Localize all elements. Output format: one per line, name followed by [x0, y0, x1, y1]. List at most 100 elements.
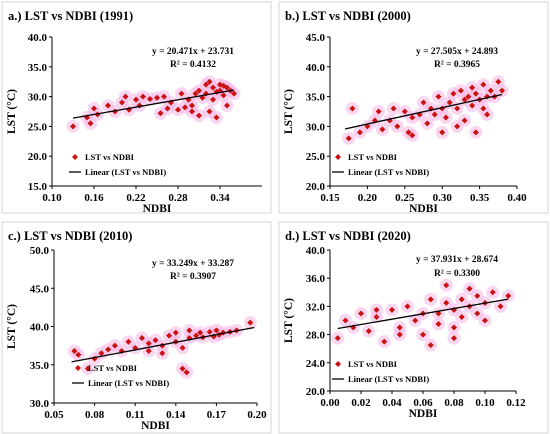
- data-point: [389, 306, 395, 313]
- y-tick-label: 40.0: [306, 62, 326, 74]
- data-point: [206, 78, 213, 85]
- legend-label-trend: Linear (LST vs NDBI): [348, 374, 429, 384]
- r-squared: R² = 0.3300: [434, 269, 480, 279]
- data-point: [197, 329, 204, 336]
- data-point: [334, 335, 341, 342]
- data-point: [469, 84, 476, 91]
- data-point: [111, 342, 118, 349]
- y-tick-label: 30.0: [30, 398, 50, 410]
- x-tick-label: 0.20: [358, 192, 378, 204]
- data-point: [105, 346, 112, 353]
- x-tick-label: 0.00: [320, 397, 340, 409]
- data-point: [119, 99, 125, 106]
- x-tick-label: 0.12: [506, 397, 526, 409]
- data-point: [435, 93, 442, 100]
- data-point: [147, 95, 153, 102]
- data-point: [379, 126, 386, 133]
- y-tick-label: 25.0: [306, 151, 326, 163]
- legend-label-trend: Linear (LST vs NDBI): [88, 378, 169, 388]
- x-tick-label: 0.02: [351, 397, 371, 409]
- data-point: [345, 135, 352, 142]
- data-point: [125, 338, 132, 345]
- x-tick-label: 0.14: [166, 409, 186, 421]
- data-point: [159, 350, 166, 357]
- data-point: [122, 93, 129, 100]
- data-point: [404, 303, 411, 310]
- y-axis-title: LST (°C): [6, 304, 18, 349]
- x-axis-title: NDBI: [141, 420, 170, 432]
- x-tick-label: 0.35: [470, 192, 490, 204]
- data-point: [461, 117, 468, 124]
- regression-equation: y = 37.931x + 28.674: [416, 255, 498, 265]
- y-tick-label: 40.0: [306, 245, 326, 257]
- trend-line: [337, 298, 509, 330]
- data-point: [75, 351, 82, 358]
- legend-marker: [335, 154, 341, 160]
- data-point: [480, 105, 487, 112]
- x-tick-label: 0.08: [444, 397, 464, 409]
- regression-equation: y = 20.471x + 23.731: [152, 47, 234, 57]
- data-point: [342, 317, 349, 324]
- data-point: [401, 108, 408, 115]
- y-tick-label: 45.0: [30, 283, 50, 295]
- chart-panel-1: a.) LST vs NDBI (1991) 15.0 20.0 25.0 30.0 35…: [1, 1, 272, 215]
- y-tick-label: 30.0: [28, 92, 48, 104]
- data-point: [484, 111, 491, 118]
- data-point: [356, 129, 363, 136]
- chart-panel-2: b.) LST vs NDBI (2000) 20.0 25.0 30.0 35.0 40…: [278, 1, 549, 215]
- data-point: [495, 78, 502, 85]
- data-point: [213, 327, 220, 334]
- legend: LST vs NDBI Linear (LST vs NDBI): [332, 152, 429, 177]
- data-point: [469, 102, 476, 109]
- data-point: [446, 99, 453, 106]
- panel-frame: [278, 1, 549, 214]
- chart-panel-3: c.) LST vs NDBI (2010) 30.0 35.0 40.0 45.0 50…: [1, 221, 272, 434]
- panel-title: b.) LST vs NDBI (2000): [285, 9, 411, 23]
- data-point: [443, 299, 450, 306]
- data-point: [499, 87, 506, 94]
- legend-marker: [335, 361, 341, 367]
- data-point: [443, 282, 450, 289]
- data-point: [206, 328, 213, 335]
- data-point: [349, 105, 356, 112]
- y-tick-label: 35.0: [30, 360, 50, 372]
- y-tick-label: 30.0: [306, 121, 326, 133]
- regression-equation: y = 27.505x + 24.893: [416, 47, 498, 57]
- data-point: [420, 99, 427, 106]
- panel-title: a.) LST vs NDBI (1991): [8, 9, 133, 23]
- x-tick-label: 0.30: [433, 192, 453, 204]
- data-point: [457, 87, 464, 94]
- legend-label-trend: Linear (LST vs NDBI): [348, 167, 429, 177]
- r-squared: R² = 0.3965: [434, 60, 480, 70]
- legend-label-points: LST vs NDBI: [348, 359, 398, 369]
- data-point: [182, 104, 188, 111]
- panel-title: c.) LST vs NDBI (2010): [8, 229, 132, 243]
- x-tick-label: 0.15: [320, 192, 340, 204]
- x-tick-label: 0.40: [507, 192, 527, 204]
- data-point: [224, 102, 230, 109]
- data-point: [145, 340, 152, 347]
- legend-label-points: LST vs NDBI: [348, 152, 398, 162]
- data-point: [154, 94, 160, 101]
- data-point: [145, 347, 152, 354]
- x-tick-label: 0.04: [382, 397, 402, 409]
- y-tick-label: 25.0: [28, 121, 48, 133]
- x-tick-label: 0.06: [413, 397, 433, 409]
- data-point: [71, 347, 78, 354]
- data-point: [365, 328, 372, 335]
- data-point: [431, 111, 438, 118]
- legend-label-trend: Linear (LST vs NDBI): [85, 167, 166, 177]
- legend-marker: [75, 365, 81, 371]
- data-point: [427, 342, 434, 349]
- data-point: [381, 338, 388, 345]
- data-point: [474, 310, 481, 317]
- y-tick-label: 20.0: [306, 181, 326, 193]
- data-point: [474, 292, 481, 299]
- data-point: [409, 132, 416, 139]
- y-axis-title: LST (°C): [6, 89, 18, 134]
- y-tick-label: 40.0: [30, 322, 50, 334]
- data-point: [196, 87, 202, 94]
- y-tick-label: 28.0: [306, 330, 326, 342]
- data-point: [161, 93, 167, 100]
- x-tick-label: 0.34: [210, 192, 230, 204]
